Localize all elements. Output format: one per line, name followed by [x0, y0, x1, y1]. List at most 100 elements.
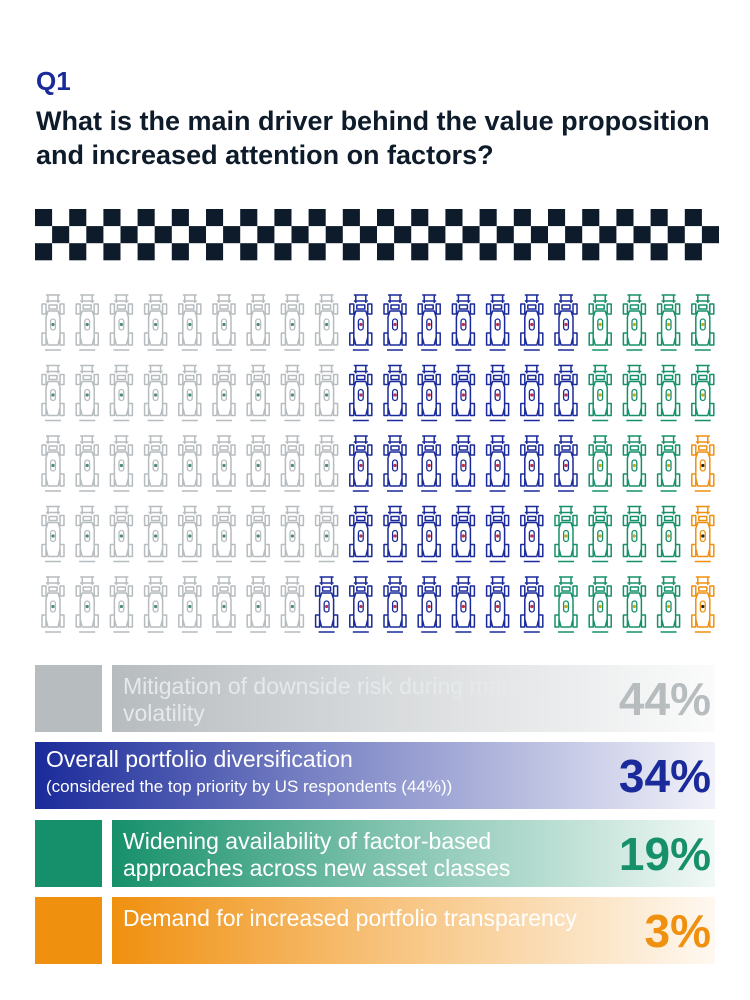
race-car-icon [520, 576, 544, 633]
legend-percent: 19% [618, 828, 711, 880]
checker-square [137, 209, 155, 227]
checker-square [667, 226, 685, 244]
race-car-icon [383, 364, 407, 422]
race-car-icon [109, 294, 134, 351]
race-car-icon [109, 435, 134, 492]
race-car-icon [75, 576, 99, 633]
race-car-icon [246, 294, 270, 351]
checker-square [548, 209, 566, 227]
legend-swatch [35, 665, 102, 732]
checker-square [701, 226, 719, 244]
race-car-icon [212, 294, 236, 351]
race-car-icon [383, 505, 407, 563]
race-car-icon [75, 505, 99, 563]
race-car-icon [485, 364, 510, 422]
race-car-icon [451, 505, 476, 563]
race-car-icon [691, 576, 715, 633]
checker-square [69, 209, 87, 227]
legend-note: (considered the top priority by US respo… [46, 777, 453, 796]
checker-square [206, 209, 224, 227]
checker-square [462, 226, 480, 244]
race-car-icon [41, 505, 65, 563]
checker-square [377, 209, 395, 227]
race-car-icon [212, 435, 236, 492]
legend-label: Demand for increased portfolio transpare… [123, 905, 577, 931]
race-car-icon [178, 576, 202, 633]
race-car-icon [656, 505, 681, 563]
race-car-icon [314, 576, 339, 633]
race-car-icon [41, 435, 65, 492]
race-car-icon [280, 435, 305, 492]
race-car-icon [143, 294, 168, 351]
race-car-icon [41, 364, 65, 422]
legend-swatch [35, 820, 102, 887]
race-car-icon [109, 364, 134, 422]
race-car-icon [622, 364, 647, 422]
checker-square [377, 243, 395, 261]
race-car-icon [622, 435, 647, 492]
checker-square [240, 243, 258, 261]
checker-square [633, 226, 651, 244]
race-car-icon [691, 435, 715, 492]
checker-square [411, 243, 429, 261]
race-car-icon [451, 364, 476, 422]
race-car-icon [656, 576, 681, 633]
race-car-icon [280, 505, 305, 563]
legend-item-diversification: Overall portfolio diversification (consi… [35, 742, 715, 809]
race-car-icon [554, 294, 578, 351]
checker-square [69, 243, 87, 261]
race-car-icon [383, 576, 407, 633]
race-car-icon [41, 576, 65, 633]
legend-percent: 3% [644, 905, 711, 957]
race-car-icon [75, 435, 99, 492]
waffle-chart [41, 294, 715, 633]
race-car-icon [451, 435, 476, 492]
race-car-icon [520, 364, 544, 422]
race-car-icon [417, 364, 441, 422]
checker-square [650, 243, 668, 261]
legend-item-factor-availability: Widening availability of factor-based ap… [35, 820, 715, 887]
race-car-icon [588, 294, 612, 351]
race-car-icon [109, 576, 134, 633]
legend-label: Widening availability of factor-based ap… [123, 828, 511, 881]
legend-item-transparency: Demand for increased portfolio transpare… [35, 897, 715, 964]
legend-label: Mitigation of downside risk during marke… [123, 673, 540, 726]
checker-square [394, 226, 412, 244]
race-car-icon [554, 505, 578, 563]
legend-bar [112, 665, 715, 732]
race-car-icon [75, 364, 99, 422]
legend-bar [112, 897, 715, 964]
race-car-icon [349, 435, 373, 492]
race-car-icon [109, 505, 134, 563]
legend-label: Overall portfolio diversification [46, 746, 353, 772]
race-car-icon [280, 294, 305, 351]
race-car-icon [246, 435, 270, 492]
race-car-icon [349, 364, 373, 422]
checker-square [496, 226, 514, 244]
race-car-icon [314, 435, 339, 492]
checker-square [223, 226, 241, 244]
checker-square [684, 209, 702, 227]
checker-square [411, 209, 429, 227]
race-car-icon [41, 294, 65, 351]
checker-square [428, 226, 446, 244]
checker-square [565, 226, 583, 244]
checker-square [513, 209, 531, 227]
race-car-icon [178, 505, 202, 563]
race-car-icon [246, 505, 270, 563]
legend-percent: 44% [618, 673, 711, 725]
checker-square [274, 243, 292, 261]
race-car-icon [485, 294, 510, 351]
race-car-icon [417, 435, 441, 492]
checker-square [52, 226, 70, 244]
checker-square [103, 243, 121, 261]
race-car-icon [349, 576, 373, 633]
race-car-icon [554, 576, 578, 633]
race-car-icon [383, 435, 407, 492]
checker-square [308, 243, 326, 261]
checker-square [35, 243, 53, 261]
checker-square [103, 209, 121, 227]
checker-square [325, 226, 343, 244]
checker-square [684, 243, 702, 261]
race-car-icon [246, 364, 270, 422]
